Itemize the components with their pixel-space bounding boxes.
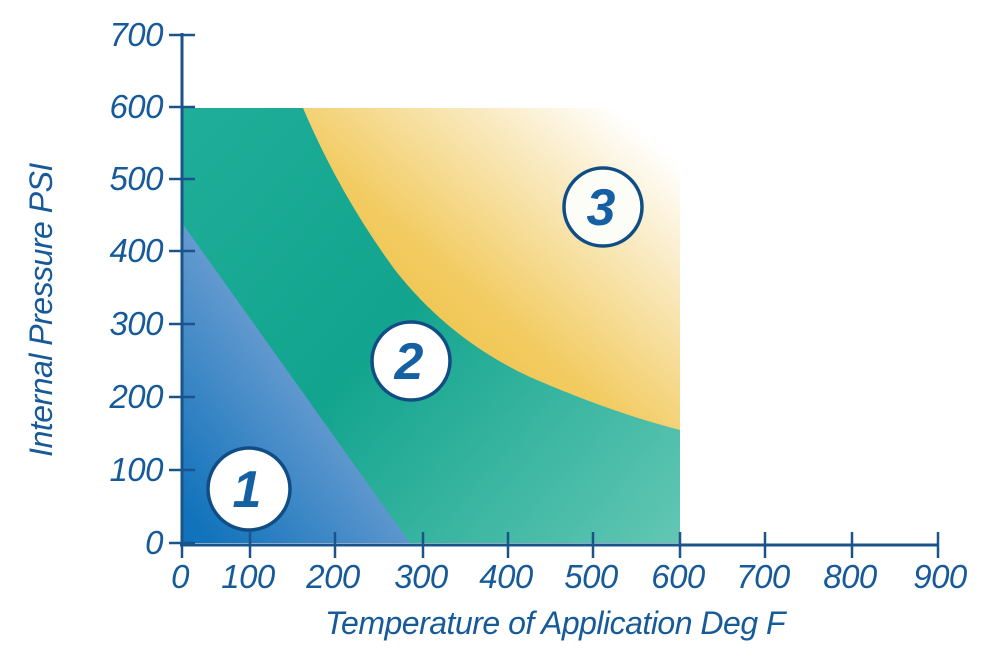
region-1-marker: 1: [206, 446, 292, 532]
x-tick-label: 100: [221, 558, 276, 595]
region-3-marker: 3: [562, 166, 644, 248]
x-tick-labels: 0 100 200 300 400 500 600 700 800 900: [171, 558, 968, 595]
y-tick-label: 600: [109, 88, 164, 125]
y-axis-ticks: [169, 33, 195, 545]
y-axis-title: Internal Pressure PSI: [23, 163, 59, 457]
x-tick-label: 900: [913, 558, 968, 595]
x-tick-label: 400: [479, 558, 534, 595]
region-3-circle: [562, 166, 644, 248]
region-3-number: 3: [587, 179, 616, 237]
y-tick-label: 200: [108, 378, 164, 415]
region-1-circle: [206, 446, 292, 532]
x-tick-label: 600: [651, 558, 706, 595]
x-tick-label: 500: [564, 558, 619, 595]
y-tick-label: 400: [109, 232, 164, 269]
x-tick-label: 700: [736, 558, 791, 595]
y-tick-label: 700: [109, 16, 164, 53]
x-tick-label: 200: [305, 558, 361, 595]
y-tick-label: 100: [109, 451, 164, 488]
region-2-number: 2: [394, 333, 424, 391]
region-1-number: 1: [233, 461, 262, 519]
y-tick-label: 300: [109, 305, 164, 342]
x-tick-label: 0: [171, 558, 190, 595]
region-2-circle: [370, 320, 452, 402]
x-axis-ticks: [180, 532, 940, 558]
y-tick-labels: 0 100 200 300 400 500 600 700: [108, 16, 164, 561]
x-tick-label: 300: [394, 558, 449, 595]
region-2-marker: 2: [370, 320, 452, 402]
x-tick-label: 800: [823, 558, 878, 595]
y-tick-label: 500: [109, 160, 164, 197]
x-axis-title: Temperature of Application Deg F: [325, 605, 788, 641]
y-tick-label: 0: [145, 524, 164, 561]
